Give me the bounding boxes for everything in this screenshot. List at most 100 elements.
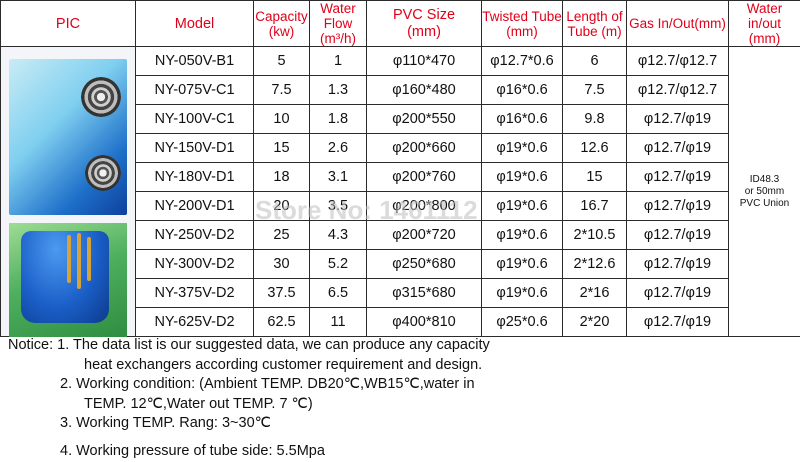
header-pic: PIC bbox=[1, 1, 136, 47]
product-photo-drum bbox=[9, 223, 127, 337]
header-pvc-size: PVC Size(mm) bbox=[367, 1, 482, 47]
notice-line-6: 4. Working pressure of tube side: 5.5Mpa bbox=[8, 442, 798, 462]
cell-tube-length: 2*10.5 bbox=[563, 221, 627, 250]
header-tube-length-line1: Length of bbox=[566, 9, 622, 24]
header-water-io-line1: Water in/out bbox=[747, 1, 783, 31]
cell-gas: φ12.7/φ19 bbox=[627, 192, 729, 221]
header-twisted-tube: Twisted Tube(mm) bbox=[482, 1, 563, 47]
cell-twisted-tube: φ16*0.6 bbox=[482, 105, 563, 134]
header-water-flow: Water Flow(m³/h) bbox=[310, 1, 367, 47]
cell-pvc-size: φ250*680 bbox=[367, 250, 482, 279]
cell-pvc-size: φ200*550 bbox=[367, 105, 482, 134]
product-photos bbox=[1, 47, 136, 337]
cell-water-flow: 6.5 bbox=[310, 279, 367, 308]
notice-block: Notice: 1. The data list is our suggeste… bbox=[8, 336, 798, 462]
water-io-line: or 50mm bbox=[729, 186, 800, 198]
header-pvc-size-line1: PVC Size bbox=[393, 7, 455, 23]
cell-tube-length: 2*12.6 bbox=[563, 250, 627, 279]
cell-tube-length: 12.6 bbox=[563, 134, 627, 163]
pipe-image bbox=[87, 237, 91, 281]
cell-twisted-tube: φ25*0.6 bbox=[482, 308, 563, 337]
cell-pvc-size: φ200*800 bbox=[367, 192, 482, 221]
cell-twisted-tube: φ19*0.6 bbox=[482, 134, 563, 163]
pipe-image bbox=[67, 235, 71, 283]
cell-tube-length: 6 bbox=[563, 47, 627, 76]
header-twisted-tube-line1: Twisted Tube bbox=[482, 9, 562, 24]
cell-gas: φ12.7/φ19 bbox=[627, 105, 729, 134]
water-io-line: ID48.3 bbox=[729, 174, 800, 186]
header-capacity: Capacity(kw) bbox=[254, 1, 310, 47]
header-water-io: Water in/out(mm) bbox=[729, 1, 800, 47]
cell-water-flow: 11 bbox=[310, 308, 367, 337]
cell-model: NY-050V-B1 bbox=[136, 47, 254, 76]
cell-tube-length: 7.5 bbox=[563, 76, 627, 105]
cell-water-flow: 1 bbox=[310, 47, 367, 76]
cell-model: NY-180V-D1 bbox=[136, 163, 254, 192]
cell-gas: φ12.7/φ19 bbox=[627, 134, 729, 163]
cell-twisted-tube: φ19*0.6 bbox=[482, 279, 563, 308]
cell-twisted-tube: φ16*0.6 bbox=[482, 76, 563, 105]
cell-capacity: 18 bbox=[254, 163, 310, 192]
cell-pvc-size: φ200*720 bbox=[367, 221, 482, 250]
header-capacity-line2: (kw) bbox=[269, 24, 295, 39]
cell-capacity: 30 bbox=[254, 250, 310, 279]
header-tube-length-line2: Tube (m) bbox=[567, 24, 621, 39]
cell-pvc-size: φ400*810 bbox=[367, 308, 482, 337]
cell-twisted-tube: φ19*0.6 bbox=[482, 250, 563, 279]
cell-model: NY-625V-D2 bbox=[136, 308, 254, 337]
cell-gas: φ12.7/φ19 bbox=[627, 163, 729, 192]
cell-capacity: 7.5 bbox=[254, 76, 310, 105]
cell-gas: φ12.7/φ12.7 bbox=[627, 76, 729, 105]
drum-image bbox=[21, 231, 109, 323]
notice-line-5: 3. Working TEMP. Rang: 3~30℃ bbox=[8, 414, 798, 434]
cell-water-flow: 4.3 bbox=[310, 221, 367, 250]
cell-water-flow: 5.2 bbox=[310, 250, 367, 279]
notice-line-1: Notice: 1. The data list is our suggeste… bbox=[8, 336, 798, 356]
cell-capacity: 5 bbox=[254, 47, 310, 76]
coil-image bbox=[85, 155, 121, 191]
cell-pvc-size: φ160*480 bbox=[367, 76, 482, 105]
cell-capacity: 62.5 bbox=[254, 308, 310, 337]
coil-image bbox=[81, 77, 121, 117]
cell-twisted-tube: φ19*0.6 bbox=[482, 163, 563, 192]
cell-model: NY-150V-D1 bbox=[136, 134, 254, 163]
product-photo-exchangers bbox=[9, 59, 127, 215]
cell-pvc-size: φ315*680 bbox=[367, 279, 482, 308]
spec-table: PIC Model Capacity(kw) Water Flow(m³/h) … bbox=[0, 0, 800, 337]
header-twisted-tube-line2: (mm) bbox=[506, 24, 537, 39]
header-row: PIC Model Capacity(kw) Water Flow(m³/h) … bbox=[1, 1, 800, 47]
cell-model: NY-200V-D1 bbox=[136, 192, 254, 221]
cell-pvc-size: φ200*660 bbox=[367, 134, 482, 163]
cell-twisted-tube: φ12.7*0.6 bbox=[482, 47, 563, 76]
cell-water-flow: 1.3 bbox=[310, 76, 367, 105]
cell-tube-length: 16.7 bbox=[563, 192, 627, 221]
cell-capacity: 37.5 bbox=[254, 279, 310, 308]
cell-tube-length: 15 bbox=[563, 163, 627, 192]
cell-water-flow: 1.8 bbox=[310, 105, 367, 134]
cell-twisted-tube: φ19*0.6 bbox=[482, 192, 563, 221]
cell-pvc-size: φ200*760 bbox=[367, 163, 482, 192]
header-water-flow-line2: (m³/h) bbox=[320, 31, 356, 46]
cell-tube-length: 2*20 bbox=[563, 308, 627, 337]
cell-gas: φ12.7/φ19 bbox=[627, 308, 729, 337]
cell-gas: φ12.7/φ12.7 bbox=[627, 47, 729, 76]
cell-gas: φ12.7/φ19 bbox=[627, 279, 729, 308]
cell-gas: φ12.7/φ19 bbox=[627, 250, 729, 279]
cell-tube-length: 2*16 bbox=[563, 279, 627, 308]
header-pvc-size-line2: (mm) bbox=[407, 24, 441, 40]
water-io-line: PVC Union bbox=[729, 198, 800, 210]
cell-water-flow: 3.5 bbox=[310, 192, 367, 221]
cell-model: NY-075V-C1 bbox=[136, 76, 254, 105]
header-water-io-line2: (mm) bbox=[749, 31, 780, 46]
cell-capacity: 25 bbox=[254, 221, 310, 250]
header-model: Model bbox=[136, 1, 254, 47]
header-capacity-line1: Capacity bbox=[255, 9, 308, 24]
header-water-flow-line1: Water Flow bbox=[320, 1, 356, 31]
notice-line-4: TEMP. 12℃,Water out TEMP. 7 ℃) bbox=[8, 395, 798, 415]
notice-line-3: 2. Working condition: (Ambient TEMP. DB2… bbox=[8, 375, 798, 395]
header-gas: Gas In/Out(mm) bbox=[627, 1, 729, 47]
